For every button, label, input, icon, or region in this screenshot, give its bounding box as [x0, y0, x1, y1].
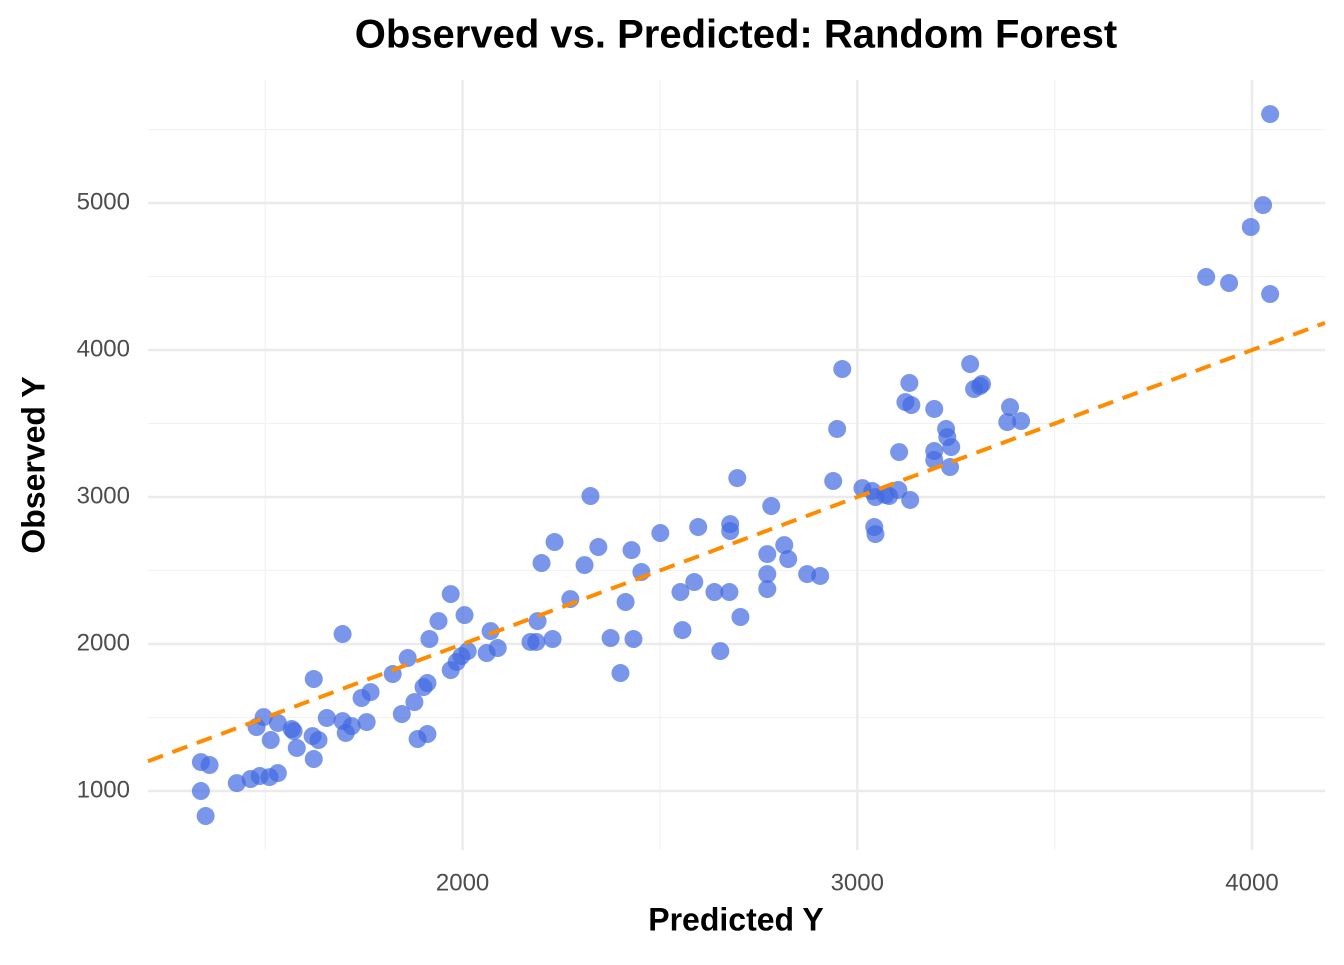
- point: [481, 622, 500, 641]
- y-tick-label: 2000: [77, 629, 130, 656]
- point: [1261, 105, 1280, 124]
- point: [900, 373, 919, 392]
- point: [721, 522, 740, 541]
- point: [711, 642, 730, 661]
- point: [833, 360, 852, 379]
- point: [705, 583, 724, 602]
- point: [942, 438, 961, 457]
- point: [392, 705, 411, 724]
- point: [532, 554, 551, 573]
- point: [811, 566, 830, 585]
- point: [287, 738, 306, 757]
- point: [361, 683, 380, 702]
- x-tick-label: 4000: [1225, 869, 1278, 896]
- point: [1012, 412, 1031, 431]
- point: [1220, 274, 1239, 293]
- point: [200, 756, 219, 775]
- point: [824, 472, 843, 491]
- point: [455, 606, 474, 625]
- point: [925, 451, 944, 470]
- point: [357, 713, 376, 732]
- point: [671, 583, 690, 602]
- point: [342, 717, 361, 736]
- point: [998, 413, 1017, 432]
- grid: [148, 80, 1325, 850]
- y-axis-title: Observed Y: [15, 376, 51, 553]
- point: [651, 524, 670, 543]
- point: [685, 573, 704, 592]
- point: [731, 608, 750, 627]
- point: [902, 396, 921, 415]
- point: [961, 355, 980, 374]
- point: [196, 807, 215, 826]
- point: [758, 565, 777, 584]
- point: [261, 731, 280, 750]
- point: [925, 399, 944, 418]
- point: [545, 533, 564, 552]
- point: [458, 642, 477, 661]
- point: [527, 632, 546, 651]
- point: [581, 487, 600, 506]
- point: [429, 612, 448, 631]
- point: [528, 612, 547, 631]
- point: [441, 585, 460, 604]
- point: [1241, 218, 1260, 237]
- point: [890, 443, 909, 462]
- point: [420, 630, 439, 649]
- point: [616, 593, 635, 612]
- y-tick-label: 5000: [77, 188, 130, 215]
- x-tick-label: 2000: [436, 869, 489, 896]
- point: [575, 556, 594, 575]
- point: [866, 525, 885, 544]
- point: [1254, 196, 1273, 215]
- point: [488, 639, 507, 658]
- point: [309, 731, 328, 750]
- point: [622, 541, 641, 560]
- point: [673, 621, 692, 640]
- point: [758, 580, 777, 599]
- point: [589, 538, 608, 557]
- point: [779, 550, 798, 569]
- point: [720, 583, 739, 602]
- point: [728, 469, 747, 488]
- point: [268, 764, 287, 783]
- point: [304, 670, 323, 689]
- point: [227, 774, 246, 793]
- point: [758, 545, 777, 564]
- point: [398, 649, 417, 668]
- point: [1261, 285, 1280, 304]
- y-tick-label: 4000: [77, 335, 130, 362]
- point: [901, 490, 920, 509]
- point: [689, 518, 708, 537]
- point: [624, 630, 643, 649]
- point: [284, 722, 303, 741]
- point: [1001, 398, 1020, 417]
- chart-title: Observed vs. Predicted: Random Forest: [355, 13, 1117, 57]
- point: [418, 674, 437, 693]
- y-tick-label: 3000: [77, 482, 130, 509]
- point: [304, 750, 323, 769]
- x-axis-title: Predicted Y: [648, 901, 823, 937]
- point: [828, 419, 847, 438]
- x-tick-label: 3000: [831, 869, 884, 896]
- point: [405, 693, 424, 712]
- point: [1197, 267, 1216, 286]
- plot-area: [147, 105, 1326, 826]
- point: [762, 497, 781, 516]
- reference-line: [147, 320, 1326, 764]
- point: [611, 664, 630, 683]
- point: [418, 725, 437, 744]
- point: [775, 536, 794, 555]
- point: [191, 782, 210, 801]
- y-tick-label: 1000: [77, 776, 130, 803]
- point: [317, 708, 336, 727]
- point: [973, 375, 992, 394]
- point: [543, 630, 562, 649]
- point: [333, 625, 352, 644]
- point: [268, 713, 287, 732]
- point: [601, 629, 620, 648]
